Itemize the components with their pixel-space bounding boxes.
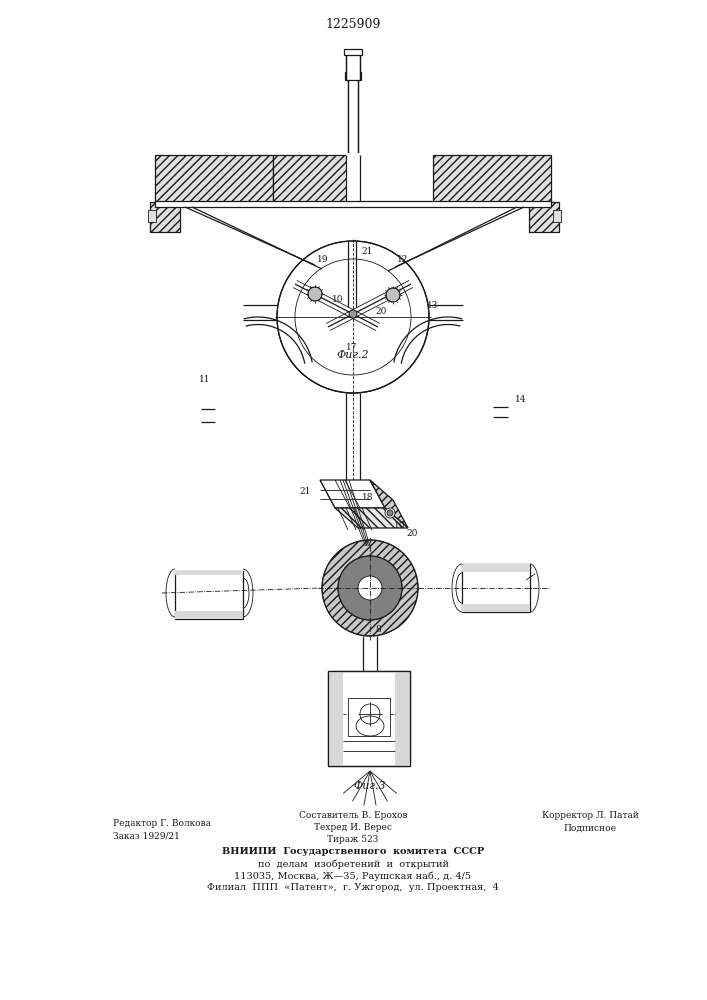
Bar	[462, 604, 530, 612]
Bar	[529, 202, 559, 232]
Text: Заказ 1929/21: Заказ 1929/21	[113, 832, 180, 840]
Circle shape	[386, 288, 400, 302]
Bar	[348, 77, 358, 205]
Polygon shape	[370, 480, 408, 528]
Bar	[344, 49, 362, 55]
Circle shape	[358, 576, 382, 600]
Polygon shape	[335, 508, 408, 528]
Circle shape	[349, 310, 357, 318]
Bar	[346, 50, 360, 80]
Bar	[462, 564, 530, 612]
Text: Редактор Г. Волкова: Редактор Г. Волкова	[113, 820, 211, 828]
Text: Техред И. Верес: Техред И. Верес	[314, 824, 392, 832]
Text: 13: 13	[427, 300, 438, 310]
Text: 21: 21	[299, 488, 310, 496]
Bar	[150, 202, 180, 232]
Text: Филиал  ППП  «Патент»,  г. Ужгород,  ул. Проектная,  4: Филиал ППП «Патент», г. Ужгород, ул. Про…	[207, 884, 499, 892]
Bar	[553, 210, 561, 222]
Bar	[175, 571, 243, 619]
Text: по  делам  изобретений  и  открытий: по делам изобретений и открытий	[257, 859, 448, 869]
Text: ВНИИПИ  Государственного  комитета  СССР: ВНИИПИ Государственного комитета СССР	[222, 848, 484, 856]
Text: Тираж 523: Тираж 523	[327, 836, 379, 844]
Text: 21: 21	[361, 247, 373, 256]
Text: 113035, Москва, Ж—35, Раушская наб., д. 4/5: 113035, Москва, Ж—35, Раушская наб., д. …	[235, 871, 472, 881]
Circle shape	[387, 510, 393, 516]
Circle shape	[338, 556, 402, 620]
Bar	[395, 671, 410, 766]
Text: Составитель В. Ерохов: Составитель В. Ерохов	[299, 812, 407, 820]
Text: 14: 14	[515, 394, 527, 403]
Text: 18: 18	[362, 492, 374, 502]
Bar	[175, 571, 243, 575]
Circle shape	[308, 287, 322, 301]
Text: Подписное: Подписное	[563, 824, 617, 832]
Bar	[328, 671, 410, 766]
Bar	[148, 210, 156, 222]
Bar	[175, 611, 243, 619]
Text: 10: 10	[395, 522, 406, 530]
Bar	[433, 155, 551, 203]
Bar	[345, 72, 361, 80]
Text: 20: 20	[375, 308, 387, 316]
Circle shape	[277, 241, 429, 393]
Text: 1225909: 1225909	[325, 17, 380, 30]
Bar	[155, 155, 273, 203]
Bar	[155, 201, 551, 207]
Wedge shape	[277, 322, 428, 393]
Text: 17: 17	[346, 342, 358, 352]
Bar	[462, 564, 530, 572]
Bar	[346, 153, 360, 205]
Bar	[348, 698, 390, 736]
Text: 10: 10	[332, 294, 344, 304]
Text: Фиг.2: Фиг.2	[337, 350, 369, 360]
Circle shape	[385, 508, 395, 518]
Polygon shape	[320, 480, 385, 508]
Text: 8: 8	[375, 626, 381, 635]
Bar	[328, 671, 343, 766]
Text: 19: 19	[317, 254, 329, 263]
Text: 12: 12	[397, 254, 409, 263]
Bar	[273, 155, 353, 203]
Text: 20: 20	[407, 528, 418, 538]
Text: 11: 11	[199, 374, 211, 383]
Wedge shape	[322, 540, 418, 636]
Bar	[328, 671, 410, 766]
Text: Фиг.3: Фиг.3	[354, 781, 386, 791]
Text: Корректор Л. Патай: Корректор Л. Патай	[542, 812, 638, 820]
